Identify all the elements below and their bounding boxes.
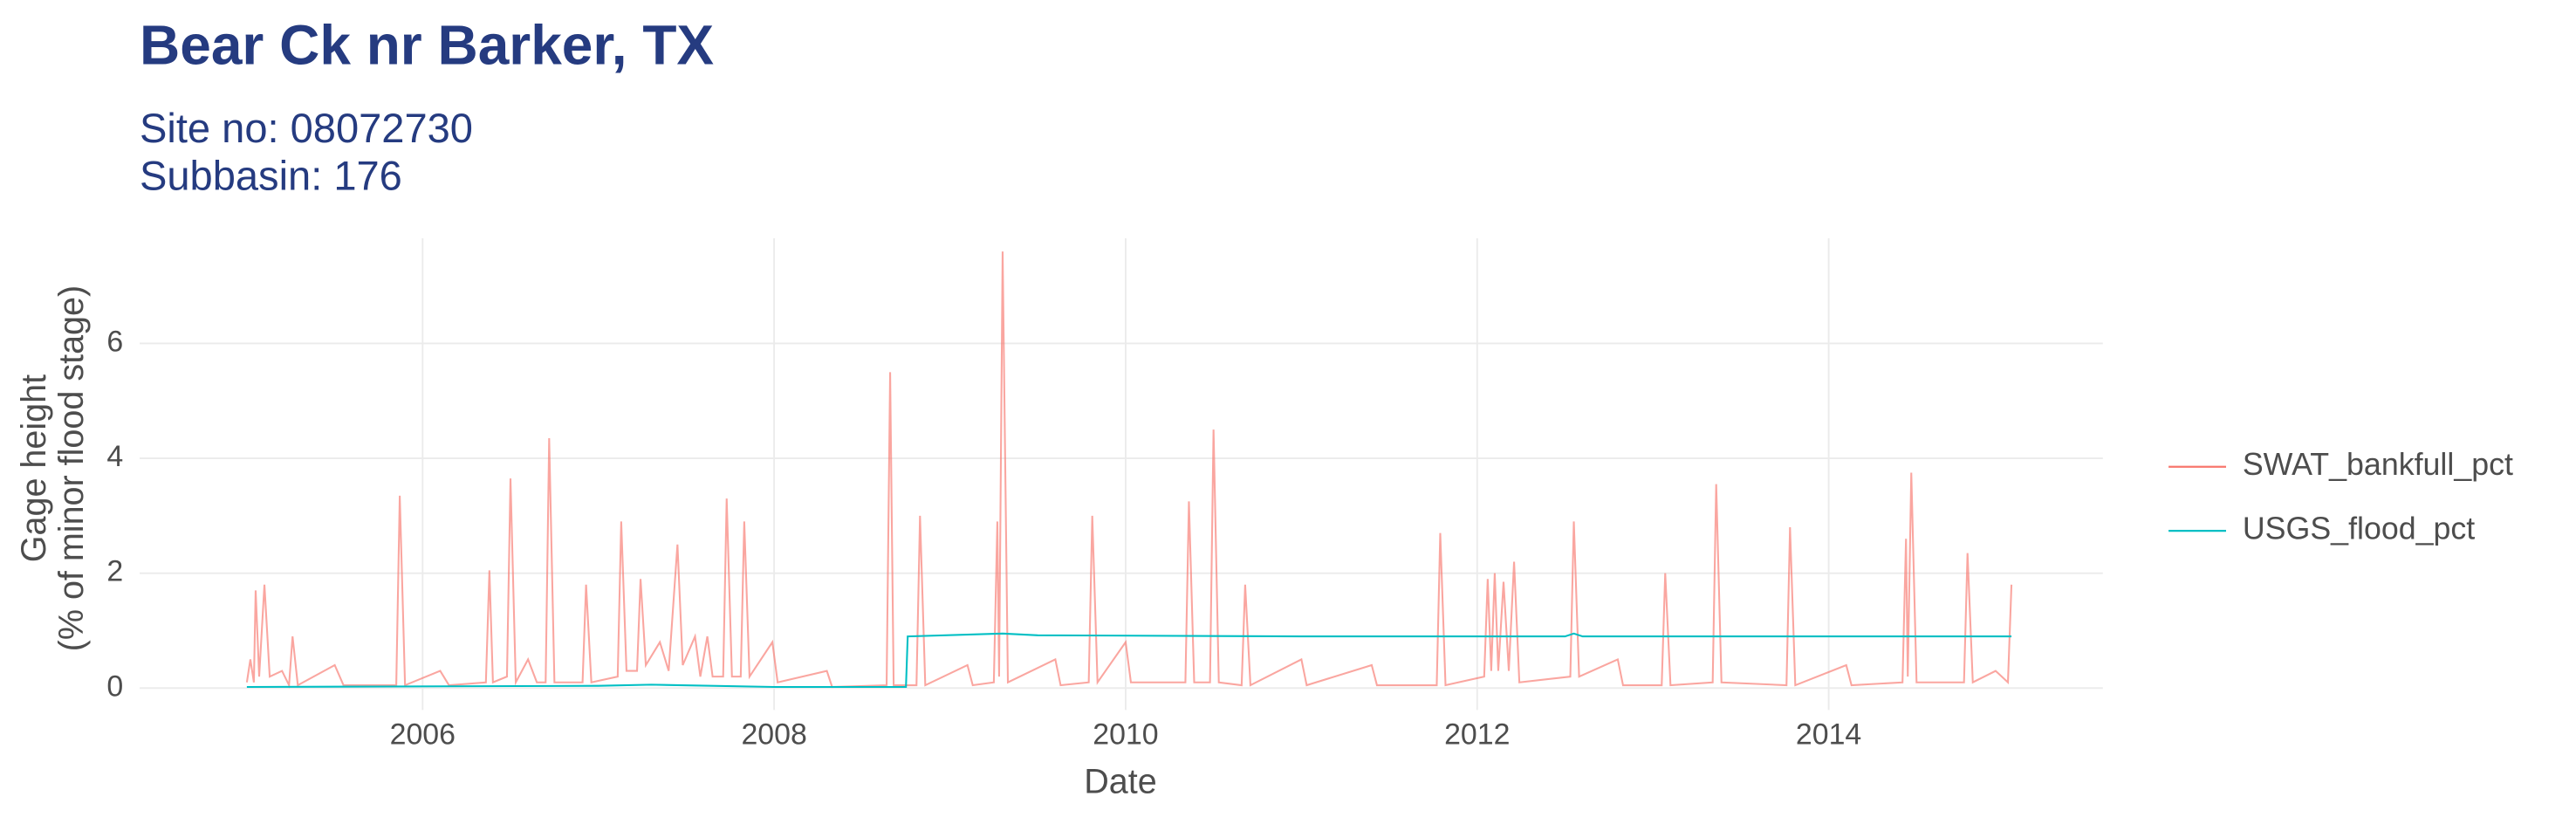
y-tick-label: 6 — [106, 325, 123, 358]
x-tick-label: 2014 — [1796, 718, 1861, 751]
line-series — [246, 632, 2012, 689]
x-tick-label: 2012 — [1444, 718, 1510, 751]
subtitle: Site no: 08072730 — [140, 105, 473, 151]
y-tick-label: 4 — [106, 440, 123, 473]
x-axis-title: Date — [1084, 762, 1156, 800]
subtitle: Subbasin: 176 — [140, 153, 402, 199]
y-axis-title: Gage height — [15, 374, 53, 562]
y-tick-label: 0 — [106, 670, 123, 703]
y-axis-title: (% of minor flood stage) — [52, 285, 91, 652]
y-tick-label: 2 — [106, 555, 123, 588]
x-tick-label: 2008 — [741, 718, 806, 751]
chart-title: Bear Ck nr Barker, TX — [140, 13, 714, 76]
x-tick-label: 2006 — [390, 718, 456, 751]
line-series — [245, 251, 2013, 689]
legend-label: SWAT_bankfull_pct — [2243, 447, 2513, 482]
x-tick-label: 2010 — [1093, 718, 1158, 751]
legend-label: USGS_flood_pct — [2243, 512, 2475, 546]
